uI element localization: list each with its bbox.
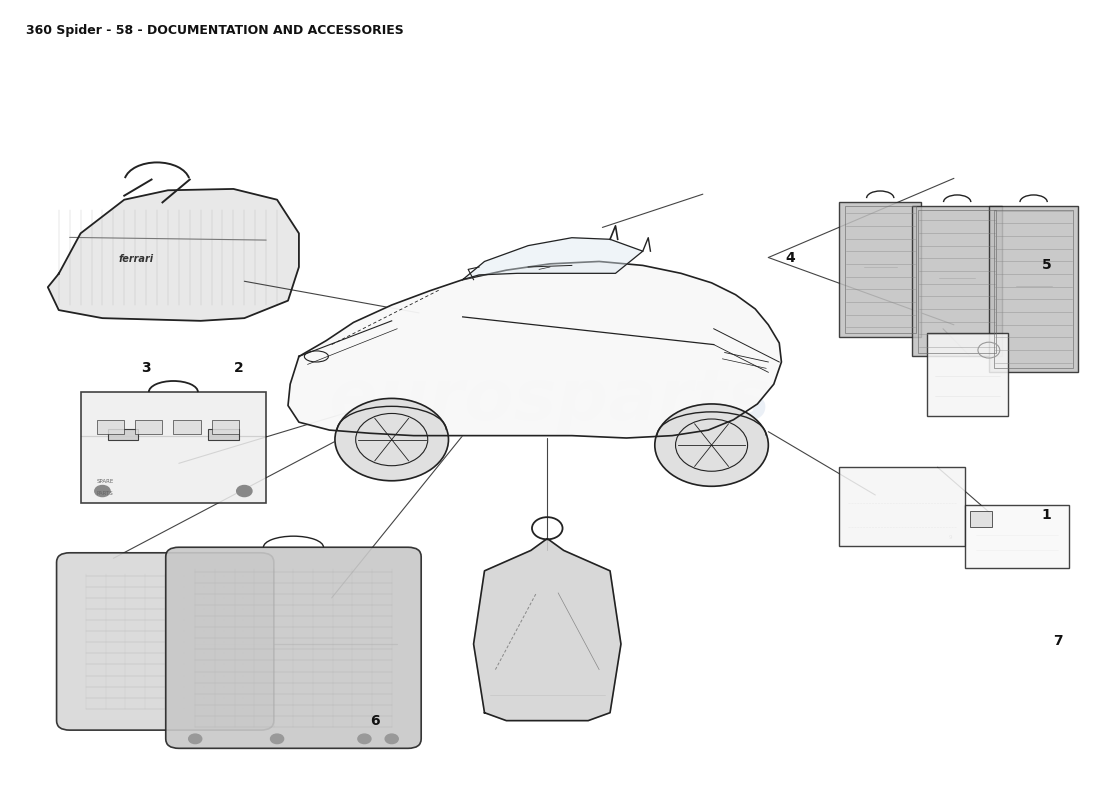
Text: 1: 1 <box>1042 508 1052 522</box>
Polygon shape <box>47 189 299 321</box>
Text: 4: 4 <box>785 250 795 265</box>
Circle shape <box>236 486 252 497</box>
Bar <box>211 420 239 434</box>
Bar <box>135 420 163 434</box>
Bar <box>839 202 921 337</box>
Bar <box>917 210 997 353</box>
FancyBboxPatch shape <box>56 553 274 730</box>
Bar <box>845 206 915 333</box>
Circle shape <box>95 486 110 497</box>
Circle shape <box>385 734 398 743</box>
Bar <box>97 420 124 434</box>
Text: 360 Spider - 58 - DOCUMENTATION AND ACCESSORIES: 360 Spider - 58 - DOCUMENTATION AND ACCE… <box>26 24 404 37</box>
Text: 7: 7 <box>1053 634 1063 649</box>
Bar <box>912 206 1002 357</box>
Bar <box>108 429 139 440</box>
Text: PARTS: PARTS <box>97 491 113 496</box>
Text: 9: 9 <box>948 534 951 539</box>
Bar <box>989 206 1078 372</box>
Bar <box>965 505 1068 568</box>
Circle shape <box>334 398 449 481</box>
Text: 3: 3 <box>141 362 151 375</box>
Bar <box>970 511 992 526</box>
Text: 5: 5 <box>1042 258 1052 273</box>
Bar <box>994 210 1072 368</box>
FancyBboxPatch shape <box>166 547 421 748</box>
Circle shape <box>189 734 201 743</box>
Bar <box>208 429 239 440</box>
Bar <box>80 392 266 503</box>
Text: eurosparts: eurosparts <box>329 366 771 434</box>
Text: 6: 6 <box>371 714 381 728</box>
Circle shape <box>358 734 371 743</box>
Bar <box>839 467 965 546</box>
Polygon shape <box>463 238 642 280</box>
Text: SPARE: SPARE <box>97 479 114 484</box>
Text: 2: 2 <box>234 362 244 375</box>
Circle shape <box>654 404 768 486</box>
Bar <box>926 333 1009 416</box>
Text: ferrari: ferrari <box>119 254 154 264</box>
Circle shape <box>271 734 284 743</box>
Bar <box>174 420 200 434</box>
Polygon shape <box>474 538 621 721</box>
Polygon shape <box>288 262 781 438</box>
